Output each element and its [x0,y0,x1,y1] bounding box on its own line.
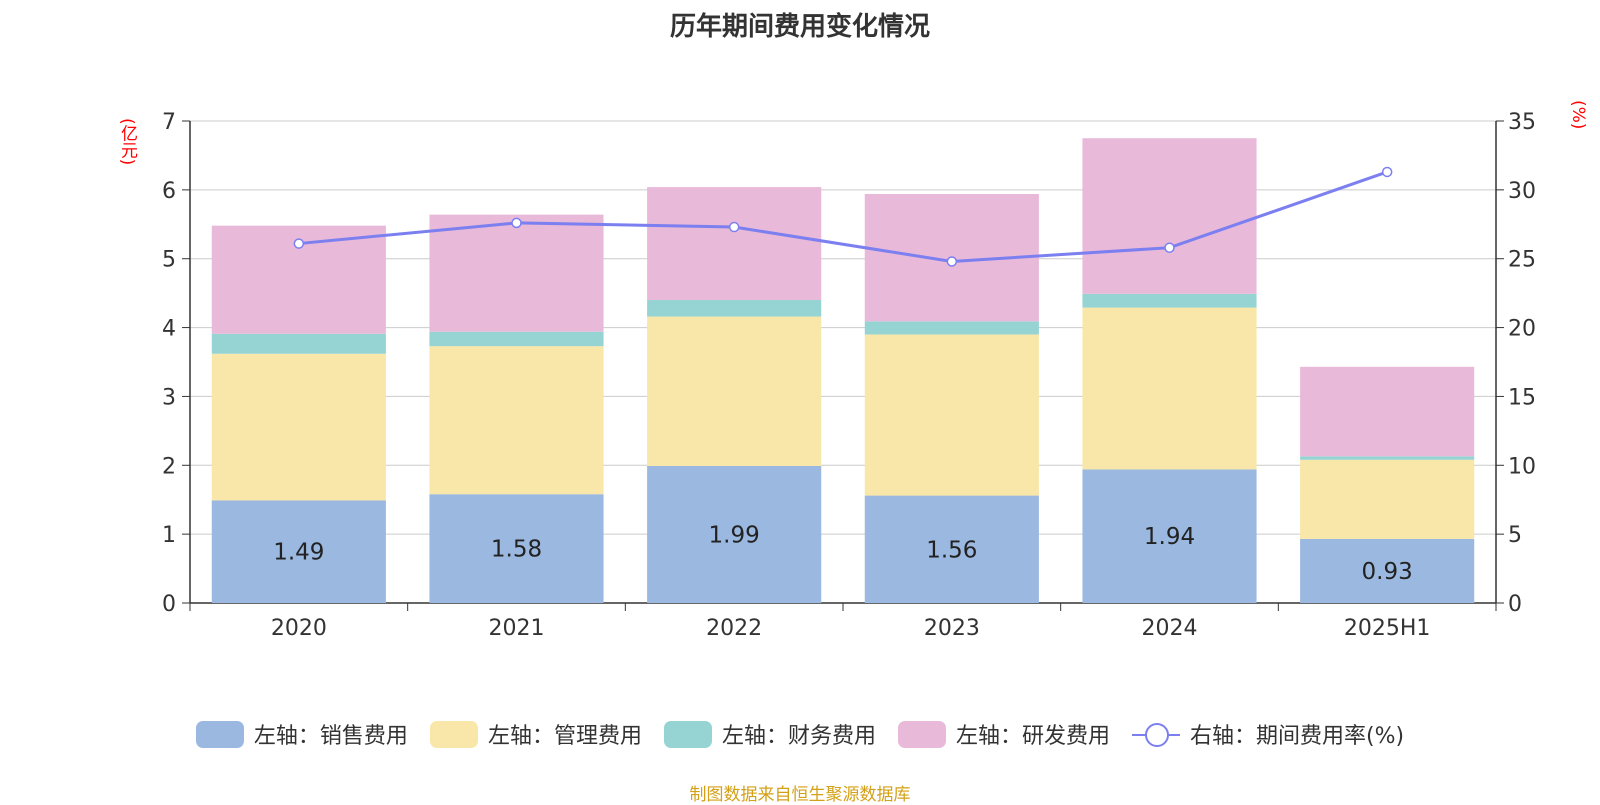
expense-rate-point [1381,166,1393,178]
bar-segment-series-0 [211,500,386,603]
x-axis-tick-label: 2023 [924,616,980,641]
right-axis-tick-label: 30 [1508,179,1536,204]
bar-segment-series-2 [1082,293,1257,308]
legend-item-expense-rate[interactable]: 右轴：期间费用率(%) [1131,718,1405,750]
left-axis-unit: (亿元) [117,118,137,166]
legend-item-admin[interactable]: 左轴：管理费用 [429,718,642,750]
expense-rate-point [293,238,305,249]
x-axis-tick-label: 2025H1 [1344,616,1431,641]
legend-swatch-expense-rate [1131,721,1180,748]
bar-segment-series-3 [429,214,604,332]
legend-item-rnd[interactable]: 左轴：研发费用 [897,718,1110,750]
right-axis-tick-label: 35 [1508,110,1536,135]
bar-segment-series-0 [1300,538,1475,603]
bar-data-label: 1.49 [273,540,324,566]
bar-segment-series-1 [864,334,1039,496]
bar-segment-series-1 [647,316,822,466]
chart-title: 历年期间费用变化情况 [669,12,930,42]
left-axis-tick-label: 5 [162,248,176,273]
bar-segment-series-1 [429,346,604,495]
legend-swatch-finance [663,720,712,748]
bar-segment-series-2 [647,300,822,317]
legend-swatch-sales [195,720,244,748]
right-axis-tick-label: 10 [1508,454,1536,479]
legend-item-sales[interactable]: 左轴：销售费用 [195,718,408,750]
bar-segment-series-0 [647,465,822,603]
x-axis-tick-label: 2020 [271,616,327,641]
left-axis-tick-label: 6 [162,179,176,204]
right-axis-tick-label: 20 [1508,317,1536,342]
bar-data-label: 1.58 [491,537,542,563]
right-axis-tick-label: 5 [1508,523,1522,548]
legend-label-admin: 左轴：管理费用 [487,724,642,749]
bar-data-label: 1.56 [926,537,977,563]
bar-data-label: 0.93 [1362,559,1413,585]
bar-data-label: 1.99 [709,522,760,548]
bar-segment-series-0 [864,495,1039,603]
right-axis-tick-label: 15 [1508,385,1536,410]
legend: 左轴：销售费用 左轴：管理费用 左轴：财务费用 左轴：研发费用 右轴：期间费用率… [0,718,1600,750]
x-axis-tick-label: 2021 [489,616,545,641]
expense-rate-point [946,256,958,267]
legend-swatch-rnd [897,720,946,748]
legend-label-sales: 左轴：销售费用 [253,724,408,749]
legend-label-expense-rate: 右轴：期间费用率(%) [1189,724,1405,749]
x-axis-tick-label: 2022 [706,616,762,641]
left-axis-tick-label: 1 [162,523,176,548]
bar-segment-series-2 [429,331,604,347]
chart-canvas: 0 1 2 3 4 5 6 7 0 5 10 15 20 25 30 35 2020 2021 2022 2023 20… [162,110,1536,641]
bar-segment-series-0 [1082,469,1257,603]
expense-rate-point [728,221,740,233]
right-axis-unit: (%) [1568,100,1588,130]
bar-segment-series-1 [211,353,386,501]
legend-item-finance[interactable]: 左轴：财务费用 [663,718,876,750]
data-source-note: 制图数据来自恒生聚源数据库 [689,785,911,805]
left-axis-tick-label: 2 [162,454,176,479]
legend-label-finance: 左轴：财务费用 [721,724,876,749]
right-axis-tick-label: 25 [1508,248,1536,273]
legend-label-rnd: 左轴：研发费用 [955,724,1110,749]
expense-rate-point [1164,242,1175,253]
left-axis-tick-label: 7 [162,110,176,135]
bar-data-label: 1.94 [1144,524,1195,550]
bar-segment-series-3 [647,187,822,301]
bar-segment-series-3 [1082,138,1257,294]
right-axis-tick-label: 0 [1508,592,1522,617]
legend-swatch-admin [429,720,478,748]
bar-segment-series-2 [864,321,1039,335]
bar-segment-series-2 [211,333,386,354]
expense-rate-point [511,217,522,229]
x-axis-tick-label: 2024 [1142,616,1198,641]
bar-segment-series-0 [429,494,604,603]
bar-segment-series-1 [1082,307,1257,470]
bar-segment-series-3 [1300,366,1475,457]
bar-segment-series-1 [1300,459,1475,539]
left-axis-tick-label: 4 [162,317,176,342]
left-axis-tick-label: 0 [162,592,176,617]
expense-rate-line [298,170,1388,263]
left-axis-tick-label: 3 [162,385,176,410]
bar-segment-series-2 [1300,456,1475,460]
